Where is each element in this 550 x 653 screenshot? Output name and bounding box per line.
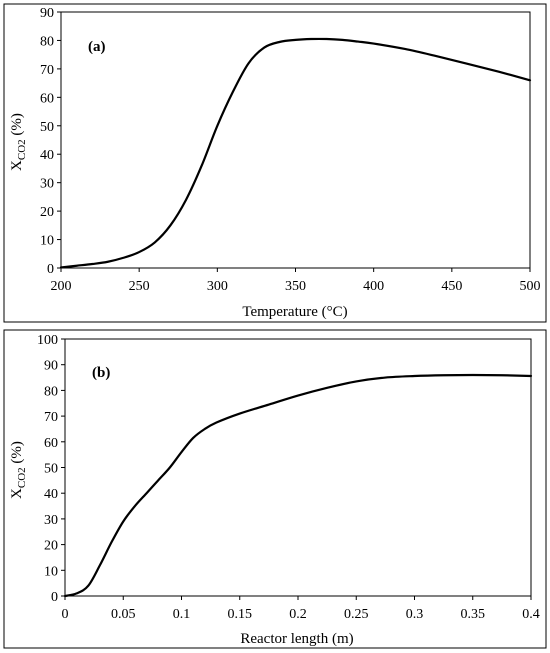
panel-b-y-axis-label-sub: CO2 xyxy=(16,467,28,488)
panel-a-y-tick-label: 10 xyxy=(40,234,54,249)
panel-a-y-axis-label: XCO2 (%) xyxy=(9,113,28,171)
panel-a-y-tick-label: 0 xyxy=(47,262,54,277)
panel-b-y-axis-label-main: X xyxy=(9,488,25,499)
panel-a-x-tick-label: 450 xyxy=(441,279,462,294)
panel-b-y-tick-label: 0 xyxy=(51,590,58,605)
panel-b-y-tick-label: 70 xyxy=(44,410,58,425)
panel-b-x-tick-label: 0.4 xyxy=(522,607,540,622)
panel-b-label: (b) xyxy=(92,365,110,381)
panel-a-x-tick-label: 500 xyxy=(520,279,541,294)
panel-b-y-tick-label: 50 xyxy=(44,462,58,477)
panel-b-x-tick-label: 0 xyxy=(62,607,69,622)
panel-b-y-tick-label: 20 xyxy=(44,539,58,554)
panel-a-y-tick-label: 80 xyxy=(40,34,54,49)
panel-b-y-axis-label-unit: (%) xyxy=(9,441,25,467)
panel-a-y-axis-label-main: X xyxy=(9,160,25,171)
panel-a-x-tick-label: 250 xyxy=(129,279,150,294)
panel-a-x-tick-label: 300 xyxy=(207,279,228,294)
panel-a-series-line xyxy=(59,37,532,269)
panel-a-y-tick-label: 60 xyxy=(40,91,54,106)
panel-a-x-axis-label: Temperature (°C) xyxy=(242,304,347,320)
panel-a-y-axis-label-sub: CO2 xyxy=(16,139,28,160)
panel-b-y-tick-label: 60 xyxy=(44,436,58,451)
panel-b-x-tick-label: 0.25 xyxy=(344,607,369,622)
panel-a-x-tick-label: 400 xyxy=(363,279,384,294)
panel-b-y-tick-label: 100 xyxy=(37,333,58,348)
panel-b-y-tick-label: 80 xyxy=(44,384,58,399)
panel-b-x-tick-label: 0.05 xyxy=(111,607,136,622)
panel-b-y-tick-label: 40 xyxy=(44,487,58,502)
panel-a-y-tick-label: 70 xyxy=(40,63,54,78)
panel-b-x-tick-label: 0.35 xyxy=(461,607,486,622)
panel-a: 200 250 300 350 400 450 500 0 10 20 30 40 50 60 70 80 90… xyxy=(3,3,547,323)
panel-b-plot-frame xyxy=(64,338,532,597)
panel-b-y-axis-label: XCO2 (%) xyxy=(9,441,28,499)
panel-a-plot-frame xyxy=(60,11,531,269)
panel-a-x-tick-label: 350 xyxy=(285,279,306,294)
panel-b-y-tick-label: 90 xyxy=(44,359,58,374)
panel-a-ticks: 200 250 300 350 400 450 500 0 10 20 30 40 50 60 70 80 90 xyxy=(40,6,541,294)
panel-a-border xyxy=(3,3,547,323)
panel-b-x-tick-label: 0.1 xyxy=(173,607,191,622)
panel-a-x-tick-label: 200 xyxy=(51,279,72,294)
panel-a-y-tick-label: 30 xyxy=(40,177,54,192)
panel-a-y-tick-label: 90 xyxy=(40,6,54,21)
panel-a-y-tick-label: 40 xyxy=(40,148,54,163)
panel-a-label: (a) xyxy=(88,39,106,55)
panel-b-ticks: 0 0.05 0.1 0.15 0.2 0.25 0.3 0.35 0.4 0 10 20 30 40 50… xyxy=(37,333,540,622)
panel-b-x-tick-label: 0.15 xyxy=(228,607,253,622)
panel-a-y-tick-label: 50 xyxy=(40,120,54,135)
panel-b-x-tick-label: 0.3 xyxy=(406,607,424,622)
panel-b-y-tick-label: 10 xyxy=(44,564,58,579)
panel-b-series-line xyxy=(63,373,533,598)
panel-b-y-tick-label: 30 xyxy=(44,513,58,528)
panel-a-y-tick-label: 20 xyxy=(40,205,54,220)
panel-b-x-axis-label: Reactor length (m) xyxy=(240,631,353,647)
panel-b-border xyxy=(3,329,547,649)
panel-b: 0 0.05 0.1 0.15 0.2 0.25 0.3 0.35 0.4 0 10 20 30 40 50… xyxy=(3,329,547,649)
panel-a-y-axis-label-unit: (%) xyxy=(9,113,25,139)
panel-b-x-tick-label: 0.2 xyxy=(289,607,307,622)
